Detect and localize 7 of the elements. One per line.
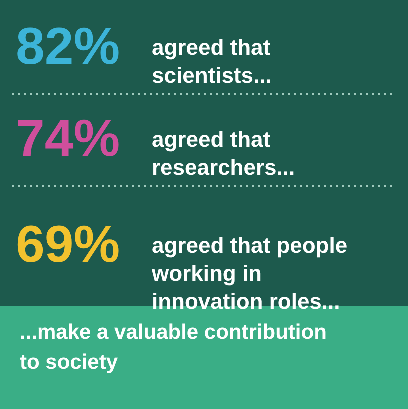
data-label: 74% (16, 110, 120, 168)
category-label: agreed that researchers... (152, 127, 296, 180)
category-label: agreed that scientists... (152, 35, 272, 88)
data-label: 82% (16, 18, 120, 76)
category-label: agreed that people working in innovation roles... (151, 233, 348, 314)
text: ...make a valuable contribution to society (20, 321, 327, 374)
data-label: 69% (16, 216, 120, 274)
